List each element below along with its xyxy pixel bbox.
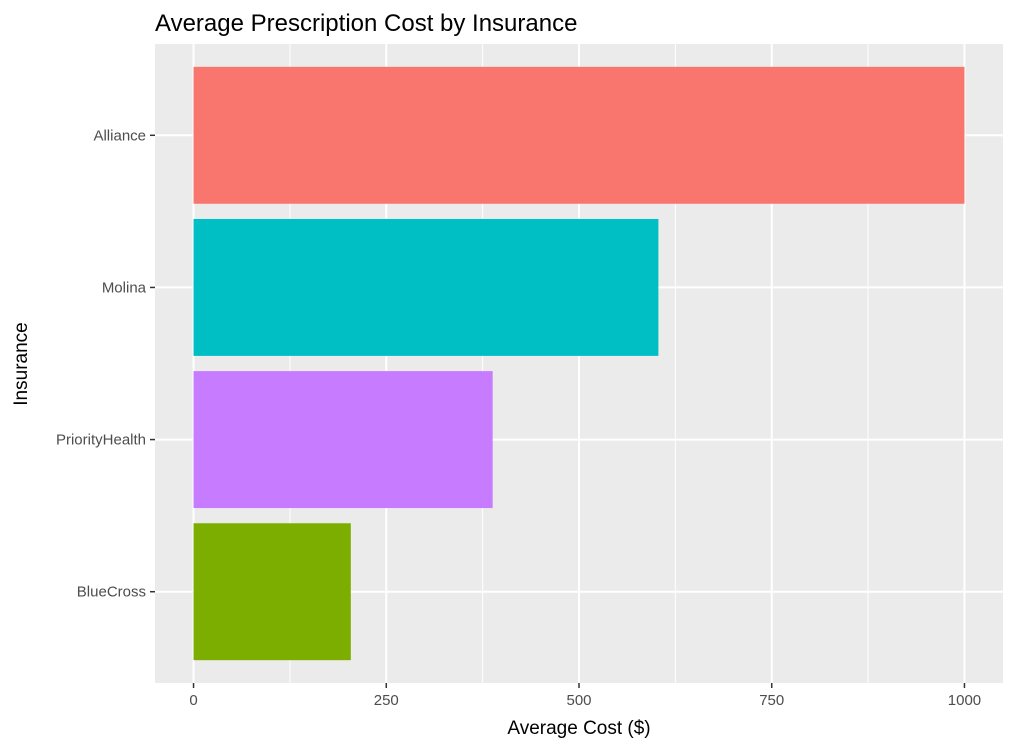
bars	[193, 66, 965, 661]
x-axis: 0 250 500 750 1000	[189, 683, 981, 709]
x-tick-label: 750	[759, 692, 784, 709]
y-tick-label: PriorityHealth	[56, 432, 146, 449]
x-tick-label: 0	[189, 692, 197, 709]
y-tick-label: Molina	[102, 279, 147, 296]
x-tick-label: 500	[566, 692, 591, 709]
bar-priorityhealth	[193, 371, 493, 509]
x-axis-title: Average Cost ($)	[507, 718, 650, 739]
x-tick-label: 250	[374, 692, 399, 709]
y-tick-label: Alliance	[93, 127, 146, 144]
bar-molina	[193, 218, 659, 356]
bar-alliance	[193, 66, 965, 204]
x-tick-label: 1000	[948, 692, 981, 709]
y-tick-label: BlueCross	[77, 584, 146, 601]
y-axis-title: Insurance	[11, 322, 32, 405]
bar-bluecross	[193, 523, 351, 661]
chart-title: Average Prescription Cost by Insurance	[155, 10, 577, 37]
y-axis: Alliance Molina PriorityHealth BlueCross	[56, 127, 155, 601]
